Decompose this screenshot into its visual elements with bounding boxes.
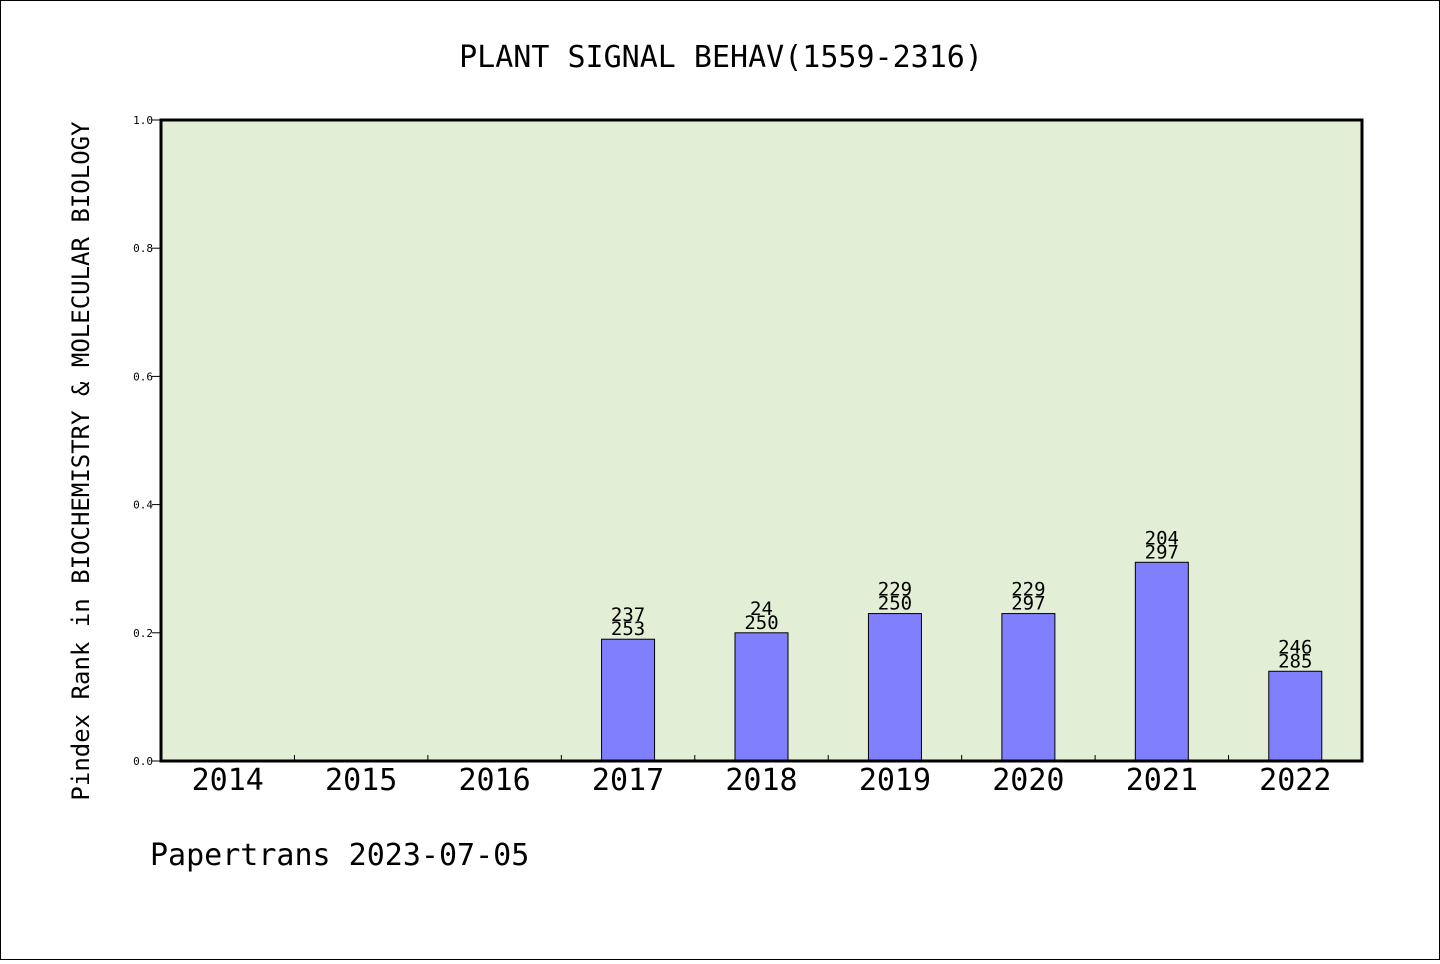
data-label-top: 24 xyxy=(750,598,773,620)
y-tick-label: 0.0 xyxy=(133,755,153,768)
data-label-top: 229 xyxy=(1011,579,1045,601)
chart-title: PLANT SIGNAL BEHAV(1559-2316) xyxy=(459,40,983,75)
x-tick-label: 2015 xyxy=(325,763,397,798)
x-tick-label: 2021 xyxy=(1126,763,1198,798)
bar xyxy=(1001,613,1056,762)
y-ticks-group: 0.0 0.2 0.4 0.6 0.8 1.0 xyxy=(133,114,161,768)
data-label-top: 237 xyxy=(611,604,645,626)
data-label-bottom: 285 xyxy=(1278,650,1312,672)
y-tick-label: 1.0 xyxy=(133,114,153,127)
x-tick-label: 2020 xyxy=(992,763,1064,798)
footer-credit: Papertrans 2023-07-05 xyxy=(150,838,529,873)
bar xyxy=(601,638,656,762)
bar xyxy=(867,613,922,762)
y-tick-label: 0.6 xyxy=(133,370,153,383)
data-label-bottom: 250 xyxy=(878,593,912,615)
y-tick-label: 0.8 xyxy=(133,242,153,255)
x-ticks-group: 2014 2015 2016 2017 2018 2019 2020 2021 2022 xyxy=(192,755,1331,798)
data-label-bottom: 297 xyxy=(1011,593,1045,615)
y-tick-label: 0.2 xyxy=(133,627,153,640)
data-label-top: 246 xyxy=(1278,636,1312,658)
plot-frame xyxy=(159,118,1364,763)
x-tick-label: 2022 xyxy=(1259,763,1331,798)
data-label-bottom: 253 xyxy=(611,618,645,640)
y-tick-label: 0.4 xyxy=(133,499,153,512)
data-label-bottom: 250 xyxy=(744,612,778,634)
x-tick-label: 2017 xyxy=(592,763,664,798)
x-tick-label: 2016 xyxy=(458,763,530,798)
x-tick-label: 2018 xyxy=(725,763,797,798)
data-label-bottom: 297 xyxy=(1145,541,1179,563)
x-tick-label: 2014 xyxy=(192,763,264,798)
data-label-top: 229 xyxy=(878,579,912,601)
bar xyxy=(734,632,789,762)
bar xyxy=(1134,561,1189,762)
data-label-top: 204 xyxy=(1145,527,1179,549)
y-axis-label: Pindex Rank in BIOCHEMISTRY & MOLECULAR … xyxy=(67,121,95,801)
bar xyxy=(1268,670,1323,762)
x-tick-label: 2019 xyxy=(859,763,931,798)
